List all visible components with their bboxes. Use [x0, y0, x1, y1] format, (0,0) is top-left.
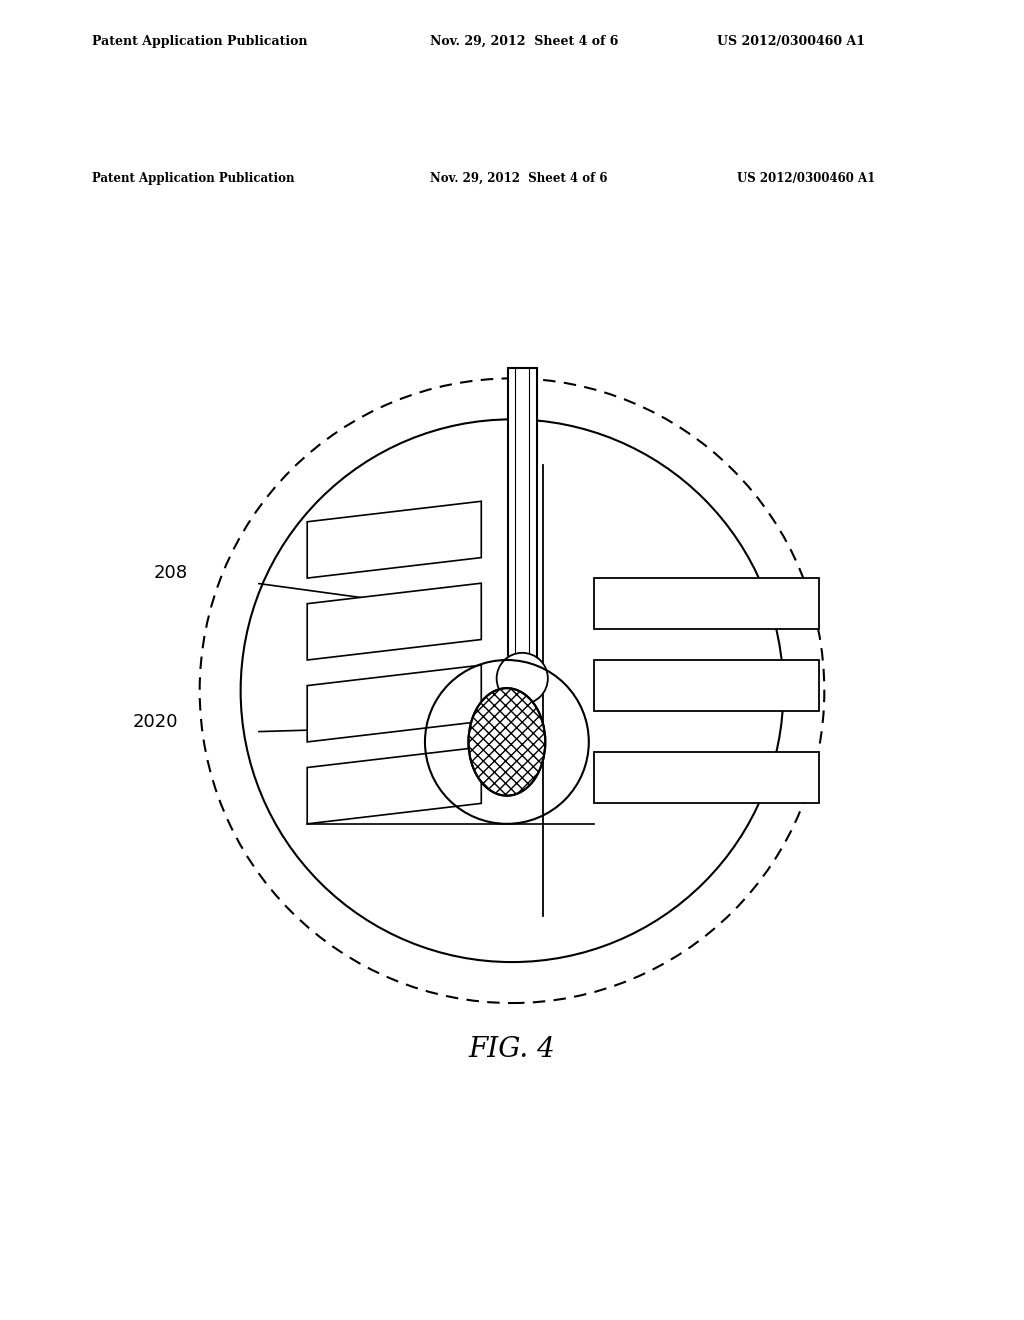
Text: Nov. 29, 2012  Sheet 4 of 6: Nov. 29, 2012 Sheet 4 of 6 [430, 34, 618, 48]
Text: FIG. 4: FIG. 4 [469, 1036, 555, 1063]
Polygon shape [594, 660, 819, 711]
Polygon shape [594, 578, 819, 630]
Polygon shape [594, 752, 819, 804]
Text: 208: 208 [154, 564, 187, 582]
Text: US 2012/0300460 A1: US 2012/0300460 A1 [737, 172, 876, 185]
Text: US 2012/0300460 A1: US 2012/0300460 A1 [717, 34, 865, 48]
Text: Patent Application Publication: Patent Application Publication [92, 34, 307, 48]
Polygon shape [508, 368, 537, 665]
Text: 2020: 2020 [133, 713, 178, 730]
Polygon shape [307, 747, 481, 824]
Text: Patent Application Publication: Patent Application Publication [92, 172, 295, 185]
Polygon shape [307, 502, 481, 578]
Polygon shape [307, 583, 481, 660]
Text: Nov. 29, 2012  Sheet 4 of 6: Nov. 29, 2012 Sheet 4 of 6 [430, 172, 607, 185]
Circle shape [241, 420, 783, 962]
Ellipse shape [469, 688, 545, 796]
Circle shape [497, 653, 548, 704]
Polygon shape [307, 665, 481, 742]
